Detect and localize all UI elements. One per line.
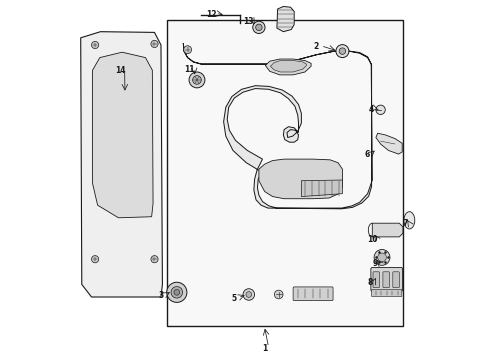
Polygon shape — [371, 223, 402, 237]
FancyBboxPatch shape — [392, 272, 399, 288]
Circle shape — [377, 253, 386, 262]
FancyBboxPatch shape — [372, 272, 379, 288]
Polygon shape — [375, 133, 401, 154]
Circle shape — [335, 45, 348, 58]
FancyBboxPatch shape — [382, 272, 388, 288]
Polygon shape — [81, 32, 162, 297]
Text: 2: 2 — [313, 42, 319, 51]
FancyBboxPatch shape — [292, 287, 332, 301]
Circle shape — [166, 282, 186, 302]
Circle shape — [243, 289, 254, 300]
Circle shape — [151, 40, 158, 48]
Text: 4: 4 — [368, 105, 373, 114]
Text: 12: 12 — [206, 10, 216, 19]
Bar — [167, 20, 402, 326]
Circle shape — [192, 76, 201, 84]
Ellipse shape — [403, 212, 414, 229]
Circle shape — [183, 46, 191, 54]
Circle shape — [91, 41, 99, 49]
Text: 10: 10 — [366, 235, 377, 244]
Text: 5: 5 — [231, 294, 236, 303]
Polygon shape — [270, 60, 306, 72]
Circle shape — [91, 256, 99, 263]
Polygon shape — [92, 52, 153, 218]
Polygon shape — [183, 43, 371, 209]
Circle shape — [274, 290, 283, 299]
Polygon shape — [258, 159, 342, 199]
Text: 1: 1 — [261, 344, 266, 353]
FancyBboxPatch shape — [370, 267, 402, 291]
Text: 7: 7 — [401, 219, 407, 228]
Circle shape — [252, 21, 264, 33]
Text: 9: 9 — [371, 259, 377, 268]
Text: 8: 8 — [366, 278, 372, 287]
Polygon shape — [301, 180, 342, 197]
Polygon shape — [265, 59, 310, 75]
Text: 6: 6 — [364, 150, 369, 159]
Text: 13: 13 — [243, 17, 253, 26]
Text: 11: 11 — [184, 65, 195, 74]
Circle shape — [171, 287, 182, 298]
Circle shape — [151, 256, 158, 263]
Circle shape — [189, 72, 204, 88]
Circle shape — [245, 292, 251, 297]
Circle shape — [339, 48, 345, 54]
Circle shape — [255, 24, 262, 31]
Text: 3: 3 — [158, 292, 163, 300]
FancyBboxPatch shape — [371, 289, 401, 297]
Circle shape — [174, 289, 179, 295]
Circle shape — [375, 105, 385, 114]
Polygon shape — [276, 6, 294, 32]
Text: 14: 14 — [115, 66, 125, 75]
Circle shape — [373, 249, 389, 265]
